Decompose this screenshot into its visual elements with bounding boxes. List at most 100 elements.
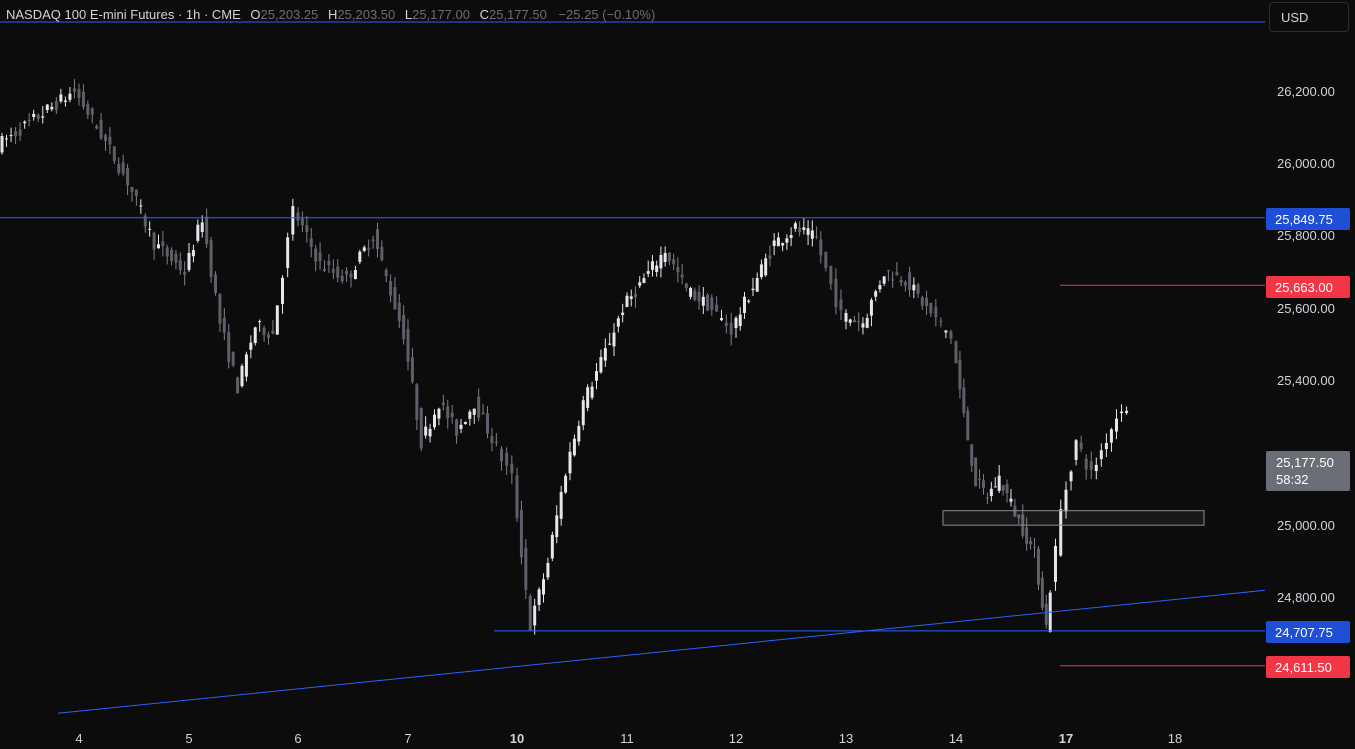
candle-body <box>1029 540 1033 545</box>
candle-body <box>14 131 18 137</box>
candle-body <box>108 136 112 145</box>
candle-body <box>433 414 436 428</box>
candle-body <box>18 129 22 136</box>
close-value: 25,177.50 <box>488 7 547 22</box>
candle-body <box>406 328 410 362</box>
candle-body <box>755 277 759 292</box>
candle-body <box>1125 410 1129 413</box>
candle-body <box>376 229 379 249</box>
candle-body <box>50 106 54 110</box>
candle-body <box>393 287 397 310</box>
symbol-title[interactable]: NASDAQ 100 E-mini Futures · 1h · CME <box>6 7 241 22</box>
candle-body <box>646 271 650 274</box>
candle-body <box>616 318 620 327</box>
candle-body <box>633 293 637 298</box>
candle-body <box>869 299 873 316</box>
candle-body <box>331 268 335 273</box>
candle-body <box>920 297 924 306</box>
candle-body <box>882 276 886 284</box>
candle-body <box>1094 464 1098 472</box>
candle-body <box>1104 443 1108 450</box>
candle-body <box>638 282 642 286</box>
candle-body <box>305 225 309 232</box>
candle-body <box>785 238 789 243</box>
candle-body <box>519 509 523 558</box>
candle-body <box>1040 577 1044 608</box>
candle-body <box>205 216 209 244</box>
candle-body <box>380 246 384 261</box>
x-tick-label: 12 <box>728 731 744 746</box>
candle-body <box>99 119 103 139</box>
candle-body <box>1033 546 1037 548</box>
price-tag-support[interactable]: 24,707.75 <box>1266 621 1350 643</box>
candle-body <box>314 248 318 262</box>
candle-body <box>874 291 878 297</box>
x-tick-label: 17 <box>1058 731 1074 746</box>
candle-body <box>196 224 200 241</box>
candle-body <box>1009 498 1013 502</box>
candle-body <box>90 108 94 115</box>
candle-body <box>490 436 494 444</box>
candle-body <box>437 408 441 419</box>
bar-countdown: 58:32 <box>1276 472 1309 487</box>
candle-body <box>472 408 476 415</box>
candle-body <box>510 463 514 474</box>
candle-body <box>1089 461 1093 470</box>
candle-body <box>32 113 36 117</box>
candle-body <box>468 411 472 419</box>
candle-body <box>612 332 616 347</box>
candle-body <box>608 343 612 345</box>
candle-body <box>63 100 67 102</box>
x-tick-label: 10 <box>509 731 525 746</box>
price-tag-upper-target[interactable]: 25,663.00 <box>1266 276 1350 298</box>
candle-body <box>1059 509 1063 556</box>
candle-body <box>916 284 920 294</box>
candle-body <box>450 412 454 418</box>
low-label: L <box>404 7 413 22</box>
candle-body <box>834 278 838 308</box>
candle-body <box>27 119 31 121</box>
candle-body <box>336 266 340 278</box>
trendline <box>57 589 1266 714</box>
candle-body <box>697 292 701 302</box>
candle-body <box>214 274 217 294</box>
candle-body <box>291 206 295 235</box>
candle-body <box>689 287 693 297</box>
candle-body <box>240 365 244 387</box>
candle-body <box>815 236 819 238</box>
candle-body <box>397 302 401 321</box>
candle-body <box>112 146 116 162</box>
candle-body <box>1005 484 1009 494</box>
candle-body <box>949 331 953 339</box>
candle-body <box>152 232 156 250</box>
candle-body <box>603 348 607 361</box>
open-value: 25,203.25 <box>260 7 319 22</box>
candle-body <box>958 359 962 390</box>
currency-button[interactable]: USD <box>1269 2 1349 32</box>
candle-body <box>323 268 326 271</box>
candle-body <box>581 400 585 426</box>
candle-body <box>742 296 746 313</box>
candle-body <box>710 297 714 310</box>
price-tag-resistance[interactable]: 25,849.75 <box>1266 208 1350 230</box>
candle-body <box>59 94 63 102</box>
price-tag-lower-target[interactable]: 24,611.50 <box>1266 656 1350 678</box>
close-label: C <box>479 7 489 22</box>
y-tick-label: 25,000.00 <box>1277 518 1335 533</box>
candle-body <box>564 475 568 493</box>
candle-body <box>463 422 467 424</box>
candle-body <box>878 285 882 290</box>
candle-body <box>477 396 481 418</box>
symbol-header[interactable]: NASDAQ 100 E-mini Futures · 1h · CME O25… <box>6 7 655 22</box>
candle-body <box>200 222 204 232</box>
last-price-box: 25,177.50 58:32 <box>1266 451 1350 491</box>
candle-body <box>1044 603 1048 625</box>
candle-body <box>267 334 270 338</box>
candle-body <box>384 270 388 276</box>
x-tick-label: 4 <box>75 731 83 746</box>
candle-body <box>555 515 559 538</box>
candle-body <box>886 270 890 272</box>
candle-body <box>895 272 899 276</box>
candle-body <box>621 312 625 315</box>
